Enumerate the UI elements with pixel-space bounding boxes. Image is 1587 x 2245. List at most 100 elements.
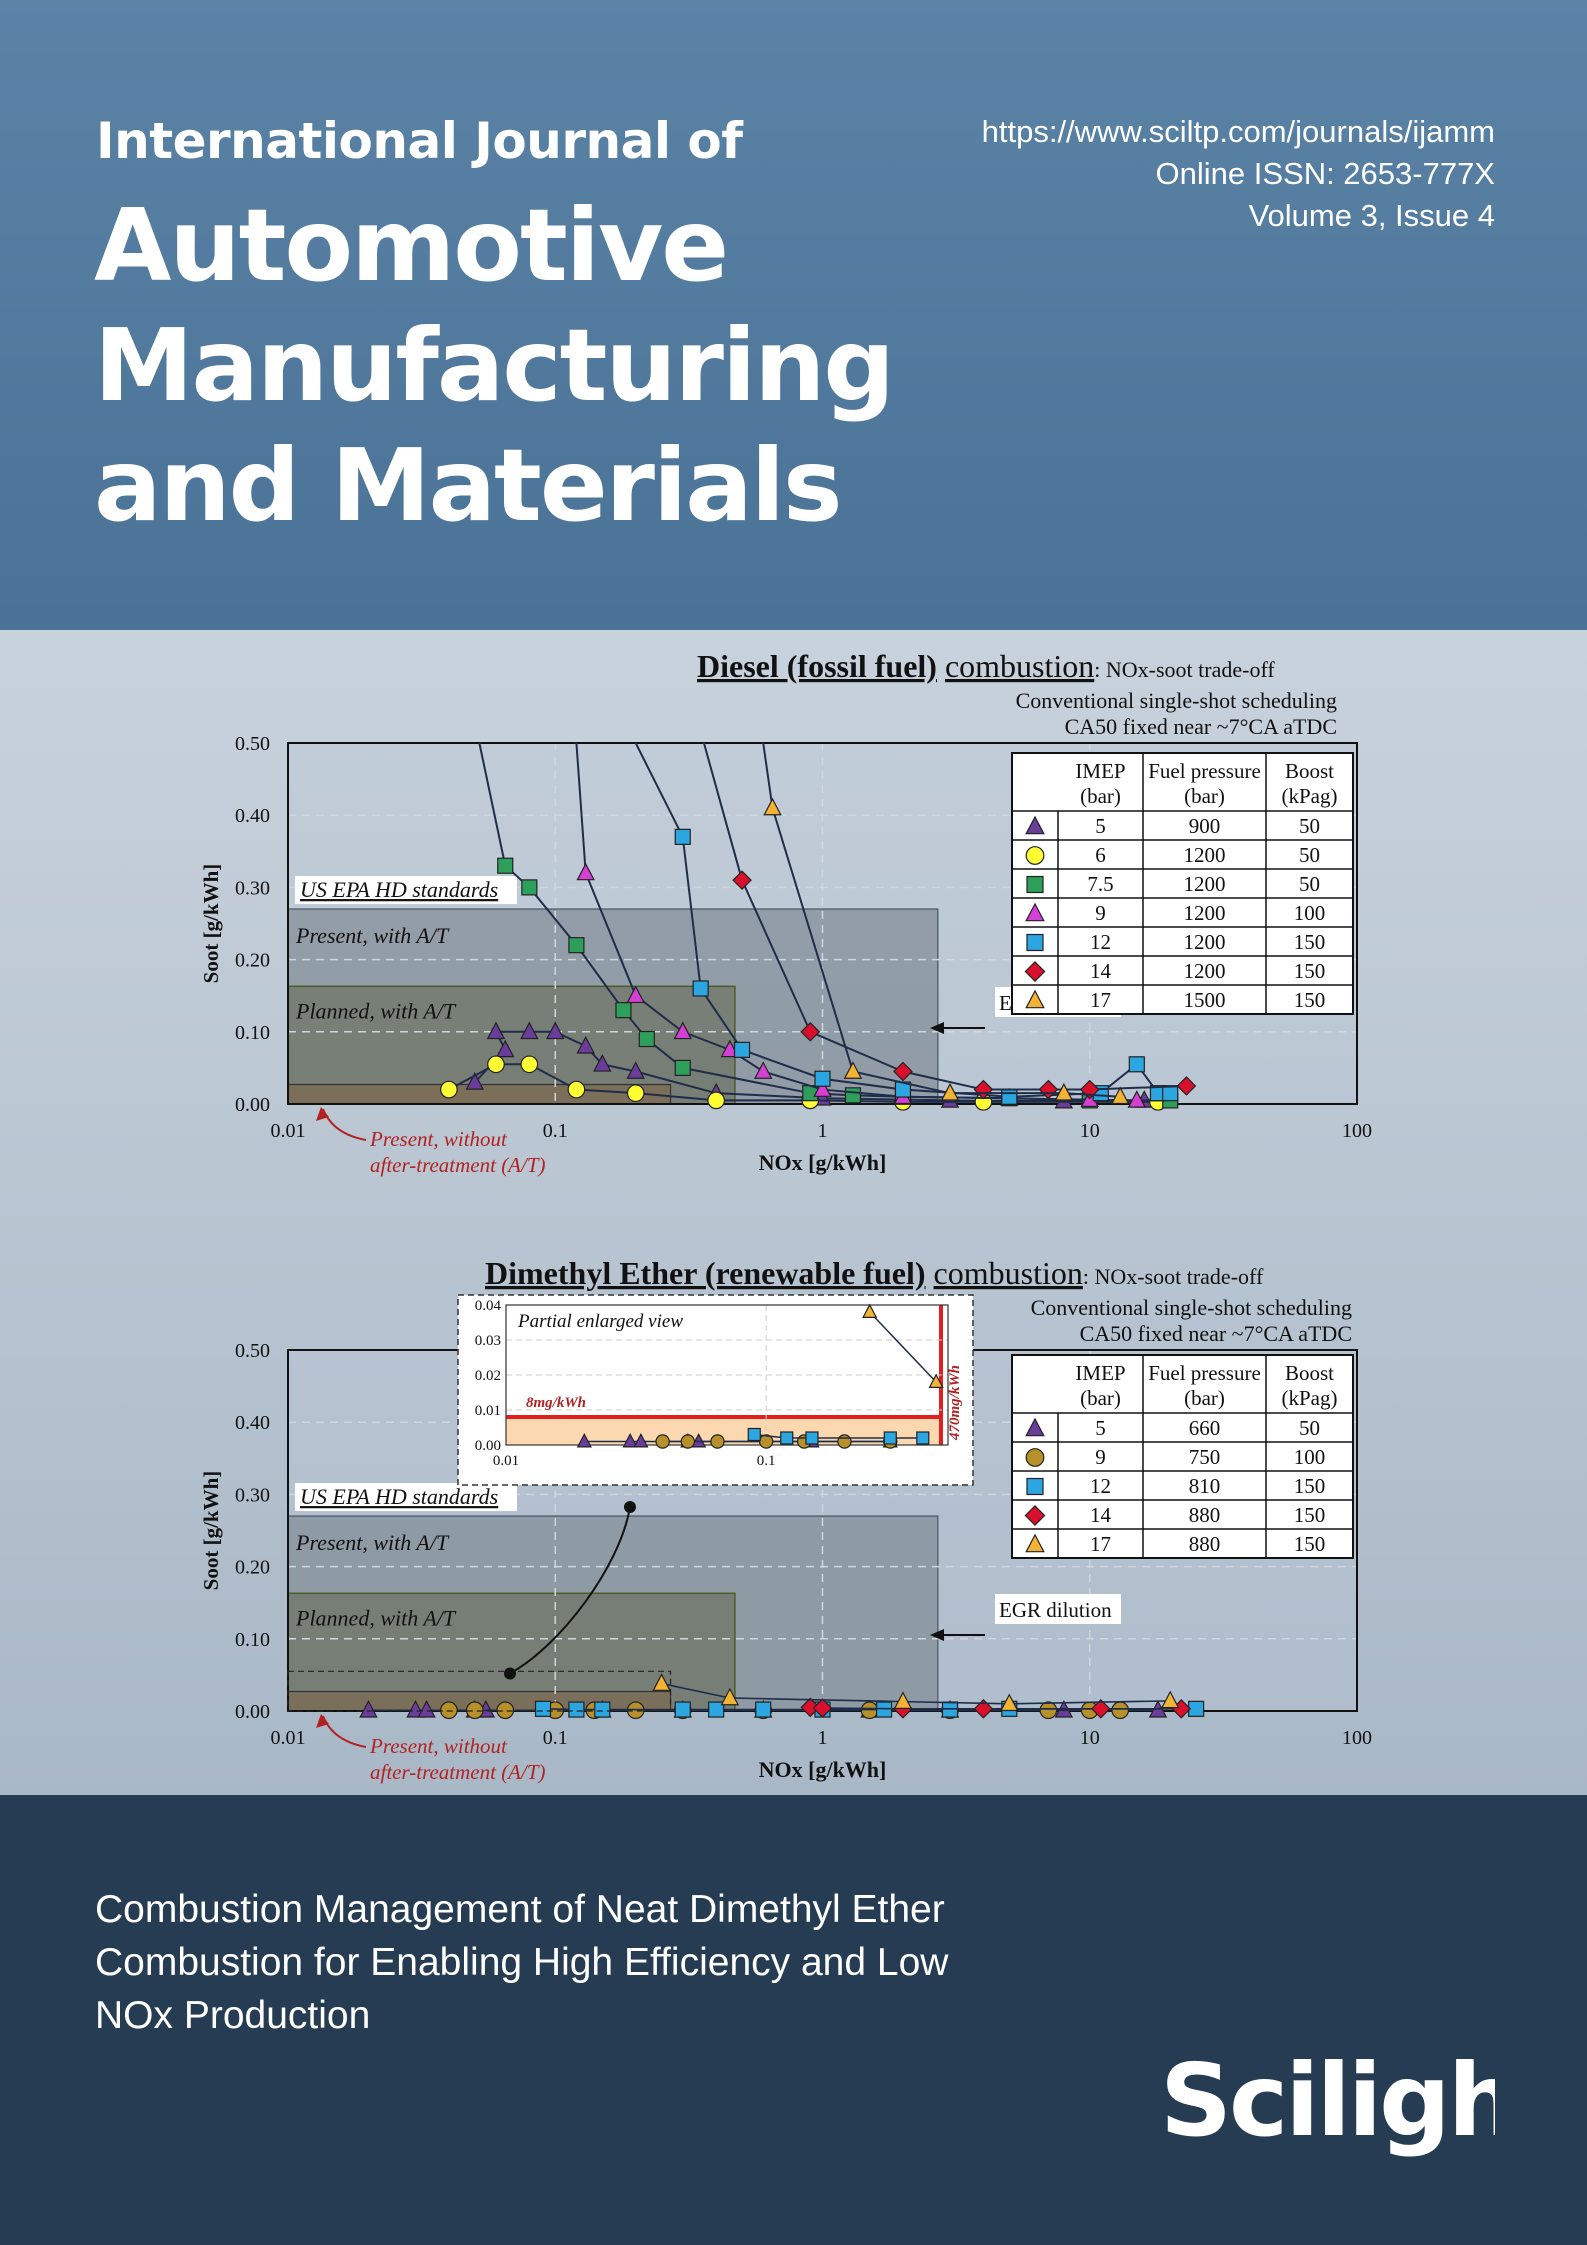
article-title-line2: Combustion for Enabling High Efficiency … [95,1941,949,1984]
chart-title-rest: combustion [945,648,1094,684]
inset-data-point [655,1434,670,1449]
data-point [487,1055,505,1074]
data-point [814,1070,831,1087]
data-point [486,1021,506,1040]
data-point [638,1030,655,1048]
data-point [674,828,691,845]
zoom-dot-end [624,1501,636,1513]
inset-data-point [805,1431,819,1445]
data-point [755,1701,772,1718]
planned-at-label: Planned, with A/T [295,1605,457,1630]
data-point [1110,1086,1130,1105]
legend-fuel-pressure: 750 [1189,1445,1221,1469]
data-point [875,1701,893,1718]
legend-marker [1025,1417,1045,1437]
inset-data-point [916,1431,930,1445]
chart-title-rest: combustion [934,1255,1083,1291]
chart-title-suffix: : NOx-soot trade-off [1094,657,1275,682]
y-tick-label: 0.30 [235,877,270,899]
no-at-arrowhead [316,1107,329,1121]
legend-fuel-pressure: 1200 [1184,930,1226,954]
no-at-label-2: after-treatment (A/T) [370,1760,546,1784]
inset-data-point [837,1434,852,1449]
data-point [1000,1693,1019,1712]
epa-label: US EPA HD standards [300,877,498,902]
no-at-arrow [322,1108,367,1141]
data-point [568,1701,585,1718]
data-point [594,1701,611,1718]
data-point [417,1699,436,1718]
legend-marker [1024,961,1046,982]
inset-series-line [869,1311,937,1383]
legend-imep: 5 [1095,1416,1106,1440]
chart-title-bold: Diesel (fossil fuel) [697,648,937,684]
data-point [813,1079,832,1097]
data-point [440,1701,458,1720]
legend-boost: 50 [1299,843,1320,867]
legend-header: Boost [1285,1361,1334,1385]
planned-at-label: Planned, with A/T [295,998,457,1023]
y-tick-label: 0.50 [235,1340,270,1362]
legend-imep: 17 [1090,988,1111,1012]
inset-frame [505,1304,949,1446]
legend-marker [1025,1448,1045,1467]
legend-boost: 150 [1294,1474,1326,1498]
data-point [496,1701,515,1720]
legend-marker [1025,815,1045,835]
data-point [674,1701,691,1718]
egr-arrowhead [930,1022,944,1034]
present-at-label: Present, with A/T [295,1530,450,1555]
legend-imep: 12 [1090,1474,1111,1498]
article-title-line3: NOx Production [95,1994,371,2037]
legend-fuel-pressure: 1200 [1184,872,1226,896]
data-point [1054,1082,1074,1101]
y-tick-label: 0.20 [235,1557,270,1579]
x-tick-label: 10 [1080,1120,1100,1142]
legend-header: IMEP [1075,759,1125,783]
inset-bg [457,1294,974,1486]
data-point [593,1053,612,1072]
inset-data-point [758,1434,774,1449]
data-point [707,1091,726,1110]
x-tick-label: 0.01 [271,1727,306,1749]
legend-header-unit: (bar) [1184,1386,1225,1410]
x-axis-label: NOx [g/kWh] [759,1757,887,1782]
legend-boost: 150 [1294,930,1326,954]
data-point [733,1041,751,1058]
journal-title-line4: and Materials [94,427,843,544]
legend-boost: 150 [1294,1503,1326,1527]
journal-header [0,0,1587,630]
inset-data-point [680,1434,696,1449]
inset-data-point [780,1431,794,1445]
data-point [520,1055,539,1074]
journal-url[interactable]: https://www.sciltp.com/journals/ijamm [981,114,1495,149]
data-point [359,1699,378,1718]
zoom-box [287,1670,672,1712]
egr-arrowhead [930,1629,944,1641]
y-tick-label: 0.40 [235,1412,270,1434]
y-tick-label: 0.50 [235,733,270,755]
legend-table: IMEP(bar)Fuel pressure(bar)Boost(kPag)5 9… [1011,752,1354,1015]
x-tick-label: 100 [1342,1727,1372,1749]
data-point [973,1698,994,1719]
legend-fuel-pressure: 1200 [1184,901,1226,925]
data-point [753,1061,773,1079]
legend-imep: 9 [1095,901,1106,925]
diesel-chart: 0.01 0.1 1 10 100 0.00 0.10 0.20 0.30 0.40 0.50 NOx… [199,648,1372,1177]
data-point [1162,1085,1179,1102]
chart-subtitle-2: CA50 fixed near ~7°CA aTDC [1065,714,1337,739]
data-point [406,1699,425,1718]
x-tick-label: 1 [818,1727,828,1749]
legend-header: Boost [1285,759,1334,783]
egr-label-bg [995,1594,1121,1624]
data-point [692,980,709,997]
legend-imep: 12 [1090,930,1111,954]
legend-bg [1011,1354,1354,1559]
legend-fuel-pressure: 660 [1189,1416,1221,1440]
data-point [844,1087,862,1104]
inset-y-tick: 0.04 [475,1298,502,1314]
epa-label: US EPA HD standards [300,1484,498,1509]
data-point [465,1701,484,1720]
data-point [1160,1690,1180,1709]
legend-marker [1025,1533,1045,1553]
